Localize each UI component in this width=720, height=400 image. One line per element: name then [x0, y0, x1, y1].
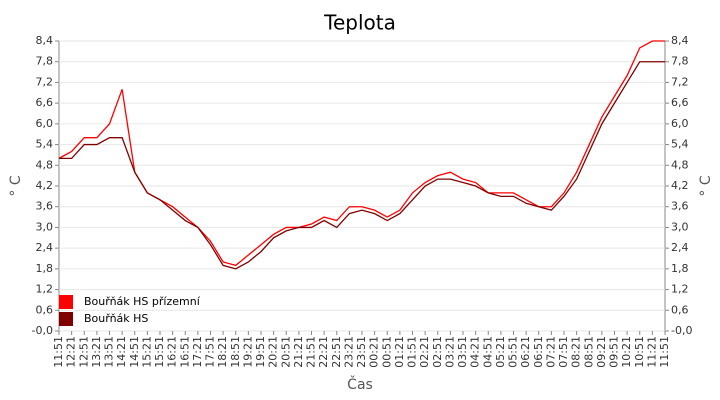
x-tick-label: 15:21 [140, 336, 153, 368]
x-tick-label: 03:21 [443, 336, 456, 368]
x-tick-label: 01:51 [406, 336, 419, 368]
x-tick-label: 19:51 [254, 336, 267, 368]
series-line [59, 61, 665, 270]
x-tick-label: 00:51 [380, 336, 393, 368]
legend-label: Bouřňák HS přízemní [84, 295, 201, 308]
x-tick-label: 09:51 [608, 336, 621, 368]
y-tick-label: 5,4 [36, 138, 54, 151]
y2-tick-label: 6,6 [671, 96, 689, 109]
y2-tick-label: 7,2 [671, 75, 689, 88]
y2-tick-label: 2,4 [671, 241, 689, 254]
legend-label: Bouřňák HS [84, 312, 148, 325]
x-tick-label: 15:51 [153, 336, 166, 368]
y2-tick-label: 4,2 [671, 179, 689, 192]
x-tick-label: 14:51 [128, 336, 141, 368]
x-tick-label: 04:51 [481, 336, 494, 368]
x-tick-label: 13:21 [90, 336, 103, 368]
y-tick-label: 8,4 [36, 34, 54, 47]
x-tick-label: 18:21 [216, 336, 229, 368]
y-tick-label: 6,0 [36, 117, 54, 130]
x-tick-label: 22:21 [317, 336, 330, 368]
x-tick-label: 21:21 [292, 336, 305, 368]
y2-tick-label: -0,0 [671, 324, 692, 337]
x-tick-label: 11:21 [645, 336, 658, 368]
x-tick-label: 17:21 [191, 336, 204, 368]
x-tick-label: 13:51 [103, 336, 116, 368]
y-tick-label: 7,8 [36, 55, 54, 68]
y-tick-label: 3,6 [36, 200, 54, 213]
x-tick-label: 16:21 [166, 336, 179, 368]
y2-tick-label: 1,2 [671, 283, 689, 296]
x-tick-label: 20:21 [267, 336, 280, 368]
y-tick-label: 6,6 [36, 96, 54, 109]
y-tick-label: 7,2 [36, 75, 54, 88]
x-tick-label: 12:51 [77, 336, 90, 368]
x-tick-label: 10:21 [620, 336, 633, 368]
chart-title: Teplota [323, 11, 396, 35]
x-tick-label: 14:21 [115, 336, 128, 368]
x-tick-label: 08:51 [582, 336, 595, 368]
y2-tick-label: 3,0 [671, 220, 689, 233]
x-tick-label: 06:21 [519, 336, 532, 368]
x-axis-label: Čas [347, 375, 373, 393]
x-tick-label: 22:51 [330, 336, 343, 368]
x-tick-label: 00:21 [368, 336, 381, 368]
x-tick-label: 21:51 [305, 336, 318, 368]
x-tick-label: 17:51 [204, 336, 217, 368]
legend-swatch [59, 295, 73, 309]
y2-tick-label: 0,6 [671, 303, 689, 316]
x-tick-label: 02:51 [431, 336, 444, 368]
y2-tick-label: 5,4 [671, 138, 689, 151]
y-tick-label: 4,8 [36, 158, 54, 171]
y-tick-label: 1,2 [36, 283, 54, 296]
y2-tick-label: 3,6 [671, 200, 689, 213]
x-tick-label: 01:21 [393, 336, 406, 368]
y-tick-label: 4,2 [36, 179, 54, 192]
legend-swatch [59, 312, 73, 326]
x-tick-label: 04:21 [469, 336, 482, 368]
y2-axis-label: ° C [698, 175, 714, 196]
y-tick-label: 0,6 [36, 303, 54, 316]
x-tick-label: 23:51 [355, 336, 368, 368]
x-tick-label: 05:51 [507, 336, 520, 368]
x-tick-label: 03:51 [456, 336, 469, 368]
x-tick-label: 07:21 [544, 336, 557, 368]
x-tick-label: 23:21 [342, 336, 355, 368]
x-tick-label: 20:51 [279, 336, 292, 368]
x-tick-label: 19:21 [241, 336, 254, 368]
x-tick-label: 06:51 [532, 336, 545, 368]
x-tick-label: 08:21 [570, 336, 583, 368]
x-tick-label: 12:21 [65, 336, 78, 368]
y2-tick-label: 1,8 [671, 262, 689, 275]
x-tick-label: 11:51 [658, 336, 671, 368]
y-tick-label: 1,8 [36, 262, 54, 275]
y2-tick-label: 4,8 [671, 158, 689, 171]
y-tick-label: 2,4 [36, 241, 54, 254]
y-axis-label: ° C [8, 175, 24, 196]
x-tick-label: 18:51 [229, 336, 242, 368]
y-tick-label: -0,0 [32, 324, 53, 337]
x-tick-label: 11:51 [52, 336, 65, 368]
x-tick-label: 09:21 [595, 336, 608, 368]
x-tick-label: 05:21 [494, 336, 507, 368]
x-tick-label: 02:21 [418, 336, 431, 368]
y2-tick-label: 7,8 [671, 55, 689, 68]
x-tick-label: 10:51 [633, 336, 646, 368]
y-tick-label: 3,0 [36, 220, 54, 233]
x-tick-label: 16:51 [178, 336, 191, 368]
y2-tick-label: 8,4 [671, 34, 689, 47]
x-tick-label: 07:51 [557, 336, 570, 368]
y2-tick-label: 6,0 [671, 117, 689, 130]
